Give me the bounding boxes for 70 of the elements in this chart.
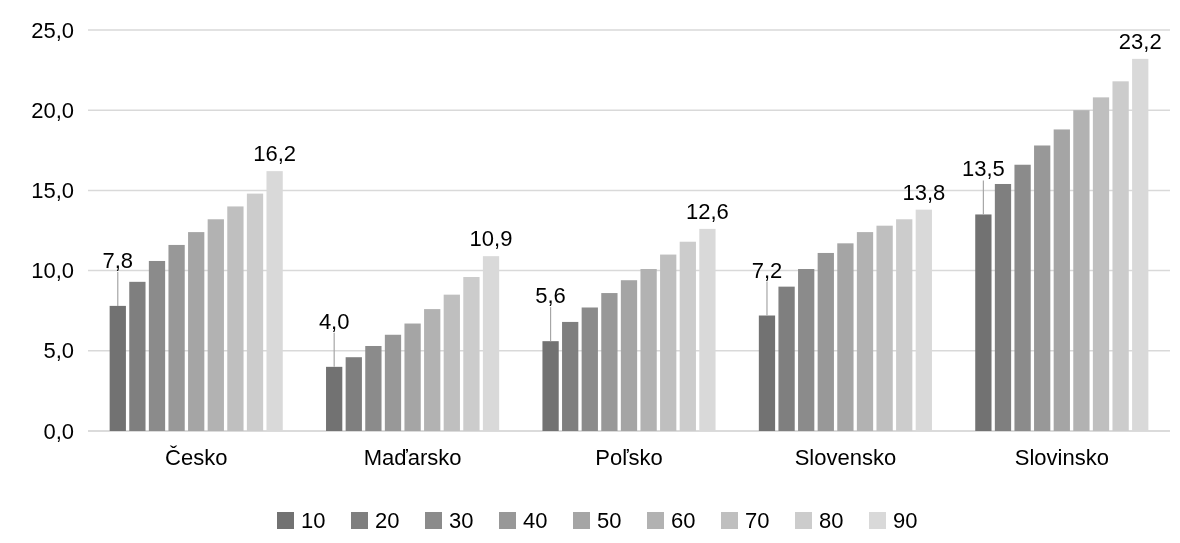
data-label: 4,0 bbox=[318, 308, 350, 334]
bar bbox=[581, 307, 598, 431]
bar bbox=[679, 241, 696, 431]
bar bbox=[1092, 97, 1110, 431]
bar bbox=[246, 193, 264, 431]
bar bbox=[896, 219, 913, 431]
data-label: 23,2 bbox=[1118, 28, 1162, 54]
bar bbox=[640, 269, 657, 431]
bar bbox=[424, 309, 441, 431]
bar bbox=[876, 225, 893, 431]
legend-label: 50 bbox=[597, 508, 622, 533]
bar bbox=[384, 334, 402, 431]
y-tick-label: 20,0 bbox=[31, 97, 74, 123]
bar bbox=[817, 252, 834, 431]
bar bbox=[168, 244, 185, 431]
bar bbox=[148, 260, 166, 431]
x-tick-label: Česko bbox=[165, 444, 228, 470]
bar bbox=[798, 269, 815, 431]
data-label: 5,6 bbox=[535, 283, 566, 309]
y-tick-label: 0,0 bbox=[43, 418, 74, 444]
bar bbox=[227, 206, 244, 431]
bar bbox=[620, 280, 638, 431]
bar bbox=[994, 183, 1012, 431]
bar bbox=[326, 366, 343, 431]
bar bbox=[188, 232, 205, 431]
legend-label: 40 bbox=[523, 508, 548, 533]
x-tick-label: Slovinsko bbox=[1014, 444, 1109, 470]
bar bbox=[1014, 164, 1031, 431]
bar bbox=[365, 345, 382, 431]
legend-label: 90 bbox=[893, 508, 918, 533]
bar bbox=[207, 219, 224, 431]
x-tick-label: Poľsko bbox=[595, 444, 663, 470]
bar bbox=[109, 305, 126, 431]
bar bbox=[1073, 110, 1090, 431]
x-tick-label: Maďarsko bbox=[363, 444, 462, 470]
legend-label: 30 bbox=[449, 508, 474, 533]
bar bbox=[345, 357, 362, 431]
bar bbox=[129, 281, 146, 431]
bar bbox=[562, 321, 579, 431]
bar bbox=[975, 214, 992, 431]
data-label: 10,9 bbox=[469, 226, 513, 252]
data-label: 7,2 bbox=[751, 257, 783, 283]
bar bbox=[660, 254, 677, 431]
legend-label: 80 bbox=[819, 508, 844, 533]
bar bbox=[463, 277, 480, 431]
y-tick-label: 25,0 bbox=[31, 17, 74, 43]
data-label: 13,8 bbox=[902, 179, 946, 205]
bar bbox=[1034, 145, 1051, 431]
data-label: 12,6 bbox=[686, 198, 729, 224]
bar bbox=[542, 341, 559, 431]
bar bbox=[856, 232, 874, 431]
bar bbox=[758, 315, 776, 431]
y-tick-label: 15,0 bbox=[31, 177, 74, 203]
legend-label: 10 bbox=[301, 508, 326, 533]
x-tick-label: Slovensko bbox=[794, 444, 897, 470]
data-label: 13,5 bbox=[961, 156, 1005, 182]
legend-label: 70 bbox=[745, 508, 770, 533]
y-tick-label: 10,0 bbox=[31, 258, 74, 284]
bar bbox=[1112, 81, 1129, 431]
legend-label: 60 bbox=[671, 508, 696, 533]
bar bbox=[404, 323, 421, 431]
legend-label: 20 bbox=[375, 508, 400, 533]
y-tick-label: 5,0 bbox=[43, 338, 74, 364]
bar bbox=[443, 294, 460, 431]
bar bbox=[778, 286, 795, 431]
bar bbox=[837, 243, 854, 431]
data-label: 16,2 bbox=[253, 141, 297, 167]
data-label: 7,8 bbox=[102, 247, 134, 273]
bar bbox=[601, 293, 618, 431]
bar bbox=[1053, 129, 1070, 431]
